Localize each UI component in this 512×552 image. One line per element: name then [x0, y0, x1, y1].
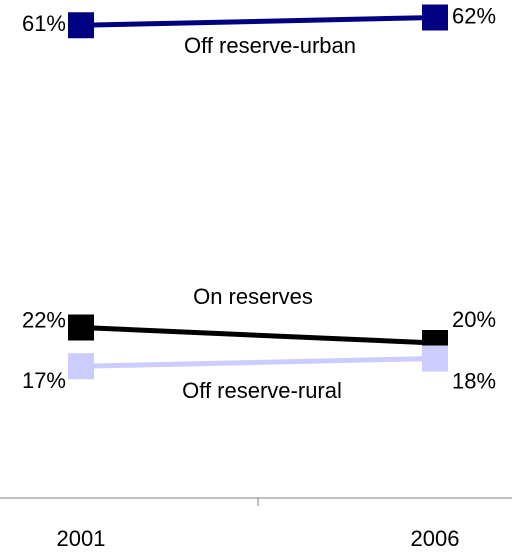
series-label: Off reserve-urban: [184, 33, 356, 58]
series-line: [80, 15, 436, 28]
marker: [422, 345, 448, 372]
value-label: 20%: [452, 307, 496, 332]
marker: [68, 314, 94, 341]
value-label: 22%: [22, 307, 66, 332]
value-label: 17%: [22, 368, 66, 393]
x-tick-label: 2006: [411, 526, 460, 551]
x-tick-label: 2001: [57, 526, 106, 551]
value-label: 61%: [22, 11, 66, 36]
marker: [68, 353, 94, 380]
value-label: 62%: [452, 3, 496, 28]
value-label: 18%: [452, 368, 496, 393]
series-line: [80, 325, 436, 346]
marker: [68, 12, 94, 39]
marker: [422, 4, 448, 31]
series-line: [80, 356, 436, 369]
series-label: Off reserve-rural: [182, 378, 342, 403]
series-label: On reserves: [193, 284, 313, 309]
